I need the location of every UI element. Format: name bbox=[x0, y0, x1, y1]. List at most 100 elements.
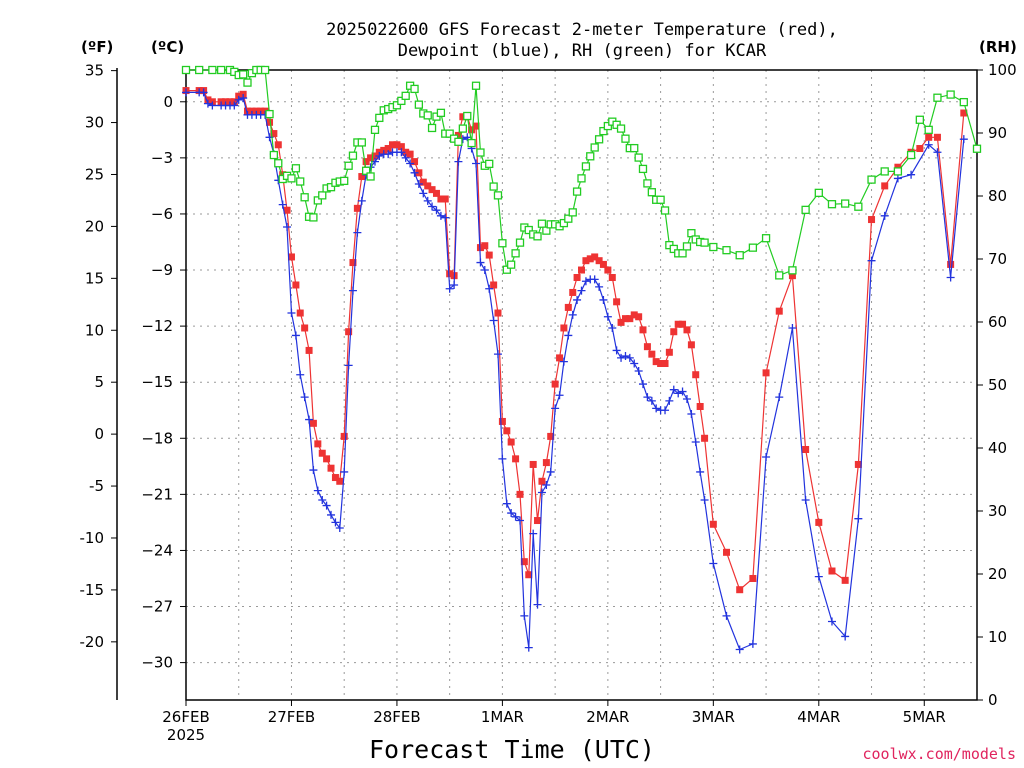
temperature-point bbox=[305, 346, 313, 354]
dewpoint-point bbox=[230, 101, 239, 110]
plot-frame bbox=[185, 69, 978, 701]
dewpoint-point bbox=[669, 385, 678, 394]
dewpoint-point bbox=[489, 316, 498, 325]
temperature-point bbox=[266, 118, 274, 126]
rh-point bbox=[361, 166, 371, 175]
dewpoint-point bbox=[529, 529, 538, 538]
dewpoint-point bbox=[322, 501, 331, 510]
temperature-point bbox=[512, 455, 520, 463]
rh-point bbox=[827, 200, 837, 209]
rh-tick-label: 40 bbox=[988, 439, 1007, 457]
rh-unit-label: (RH) bbox=[979, 38, 1017, 56]
temperature-point bbox=[556, 354, 564, 362]
dewpoint-point bbox=[401, 153, 410, 162]
celsius-tick-label: −15 bbox=[141, 373, 173, 391]
temperature-point bbox=[652, 358, 660, 366]
temperature-point bbox=[516, 490, 524, 498]
dewpoint-point bbox=[203, 99, 212, 108]
rh-point bbox=[748, 243, 758, 252]
dewpoint-point bbox=[827, 617, 836, 626]
temperature-point bbox=[573, 274, 581, 282]
rh-point bbox=[502, 265, 511, 274]
celsius-tick-label: 0 bbox=[163, 93, 173, 111]
rh-point bbox=[700, 238, 709, 247]
temperature-point bbox=[415, 169, 423, 177]
fahrenheit-tick-label: 20 bbox=[85, 217, 104, 235]
series-layer bbox=[181, 65, 982, 654]
dewpoint-point bbox=[406, 159, 415, 168]
temperature-point bbox=[503, 427, 511, 435]
dewpoint-point bbox=[423, 196, 432, 205]
x-tick-label: 1MAR bbox=[481, 708, 524, 726]
celsius-tick-label: −30 bbox=[141, 654, 173, 672]
temperature-point bbox=[437, 195, 445, 203]
rh-point bbox=[568, 208, 577, 217]
rh-point bbox=[471, 81, 481, 90]
temperature-point bbox=[564, 303, 572, 311]
rh-point bbox=[410, 84, 419, 94]
temperature-point bbox=[788, 272, 796, 280]
temperature-point bbox=[670, 328, 678, 336]
fahrenheit-tick-label: 15 bbox=[85, 269, 104, 287]
series-temperature bbox=[182, 87, 968, 594]
rh-point bbox=[867, 175, 876, 184]
celsius-tick-label: −18 bbox=[141, 429, 173, 447]
dewpoint-point bbox=[463, 133, 472, 142]
x-tick-label: 3MAR bbox=[692, 708, 735, 726]
temperature-point bbox=[661, 360, 669, 368]
rh-point bbox=[542, 226, 551, 235]
dewpoint-point bbox=[344, 361, 353, 370]
temperature-point bbox=[586, 255, 594, 263]
dewpoint-point bbox=[788, 323, 797, 332]
dewpoint-point bbox=[397, 148, 406, 157]
temperature-point bbox=[323, 455, 331, 463]
dewpoint-point bbox=[665, 396, 674, 405]
rh-point bbox=[788, 266, 797, 275]
temperature-point bbox=[494, 309, 502, 317]
temperature-point bbox=[424, 182, 432, 190]
temperature-point bbox=[274, 141, 282, 149]
temperature-point bbox=[340, 432, 348, 440]
rh-point bbox=[559, 218, 569, 228]
dewpoint-point bbox=[546, 467, 555, 476]
dewpoint-point bbox=[327, 510, 336, 519]
dewpoint-point bbox=[661, 406, 670, 415]
temperature-point bbox=[701, 434, 709, 442]
rh-point bbox=[265, 109, 274, 119]
fahrenheit-unit-label: (ºF) bbox=[81, 38, 113, 56]
rh-point bbox=[340, 176, 349, 186]
temperature-line bbox=[186, 89, 965, 591]
celsius-tick-label: −21 bbox=[141, 485, 173, 503]
temperature-point bbox=[384, 145, 392, 153]
rh-point bbox=[603, 121, 613, 131]
dewpoint-point bbox=[907, 170, 916, 179]
dewpoint-point bbox=[687, 409, 696, 418]
dewpoint-point bbox=[239, 94, 248, 103]
dewpoint-point bbox=[384, 150, 393, 159]
dewpoint-point bbox=[652, 404, 661, 413]
temperature-point bbox=[287, 253, 295, 261]
temperature-point bbox=[529, 460, 537, 468]
x-tick-label: 5MAR bbox=[903, 708, 946, 726]
rh-point bbox=[401, 91, 410, 100]
dewpoint-point bbox=[748, 639, 757, 648]
temperature-point bbox=[371, 152, 379, 160]
dewpoint-point bbox=[348, 286, 357, 295]
rh-point bbox=[326, 183, 336, 192]
temperature-point bbox=[617, 318, 625, 326]
temperature-point bbox=[270, 130, 278, 138]
rh-point bbox=[735, 251, 744, 260]
rh-tick-label: 0 bbox=[988, 691, 998, 709]
dewpoint-point bbox=[502, 499, 511, 508]
dewpoint-point bbox=[480, 266, 489, 275]
rh-point bbox=[243, 78, 252, 87]
temperature-point bbox=[749, 574, 757, 582]
dewpoint-point bbox=[441, 213, 450, 222]
dewpoint-point bbox=[933, 148, 942, 157]
dewpoint-point bbox=[674, 389, 683, 398]
temperature-point bbox=[525, 571, 533, 579]
rh-point bbox=[269, 150, 279, 160]
temperature-point bbox=[534, 517, 542, 525]
temperature-point bbox=[595, 257, 603, 265]
dewpoint-point bbox=[498, 454, 507, 463]
